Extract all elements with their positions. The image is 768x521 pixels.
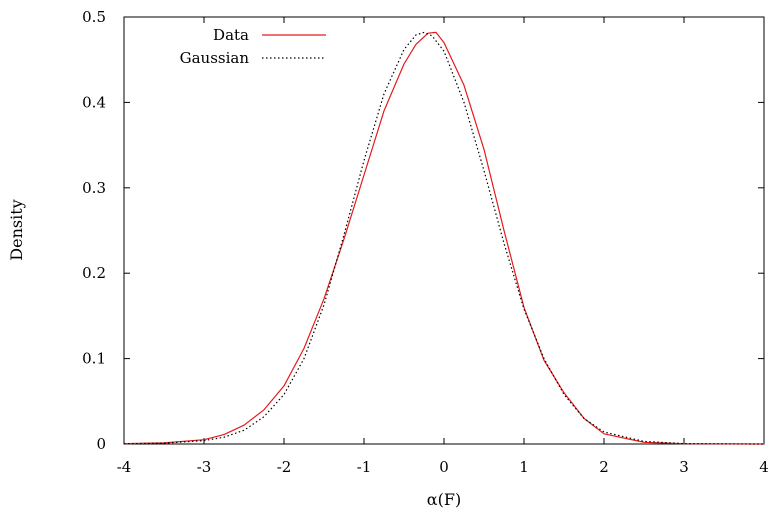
x-tick-label: 3 xyxy=(679,458,689,476)
x-tick-label: 4 xyxy=(759,458,768,476)
y-tick-label: 0.2 xyxy=(82,264,106,282)
y-tick-label: 0.1 xyxy=(82,350,106,368)
y-tick-label: 0 xyxy=(96,435,106,453)
y-tick-label: 0.4 xyxy=(82,93,106,111)
legend-label-data: Data xyxy=(213,26,249,44)
y-tick-label: 0.5 xyxy=(82,8,106,26)
x-axis-title: α(F) xyxy=(427,490,461,509)
x-tick-label: -1 xyxy=(357,458,372,476)
x-tick-label: 1 xyxy=(519,458,529,476)
tick-labels: -4 -3 -2 -1 0 1 2 3 4 0 0.1 0.2 0.3 0.4 0.5 xyxy=(82,8,768,476)
series-line-gaussian xyxy=(123,31,765,445)
x-tick-label: -4 xyxy=(117,458,132,476)
series-layer xyxy=(123,31,765,445)
y-axis-title: Density xyxy=(7,199,26,260)
plot-frame xyxy=(123,16,765,445)
y-tick-label: 0.3 xyxy=(82,179,106,197)
x-tick-label: 2 xyxy=(599,458,609,476)
x-tick-label: 0 xyxy=(439,458,449,476)
legend-label-gaussian: Gaussian xyxy=(180,49,250,67)
legend: Data Gaussian xyxy=(180,26,326,67)
x-tick-label: -3 xyxy=(197,458,212,476)
series-line-data xyxy=(123,31,765,445)
axis-ticks xyxy=(123,16,765,445)
x-tick-label: -2 xyxy=(277,458,292,476)
